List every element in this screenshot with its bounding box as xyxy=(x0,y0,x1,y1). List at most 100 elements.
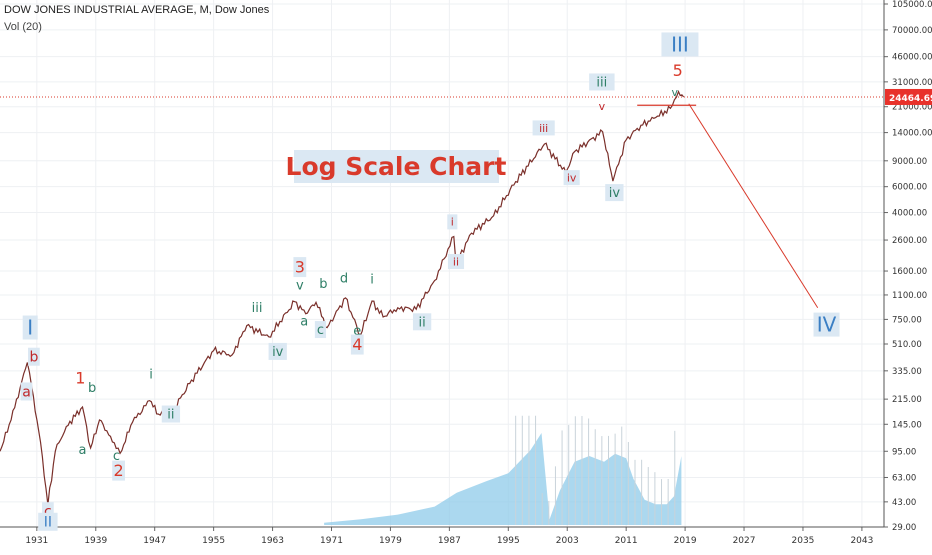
y-tick-label: 43.00 xyxy=(892,498,916,508)
wave-label: a xyxy=(300,314,308,329)
wave-label-text: iii xyxy=(596,76,607,91)
wave-label: ii xyxy=(412,313,432,330)
wave-label-text: b xyxy=(319,277,327,292)
y-tick-label: 21000.00 xyxy=(892,103,932,113)
x-tick-label: 1931 xyxy=(25,536,48,546)
x-tick-label: 2019 xyxy=(674,536,697,546)
x-tick-label: 1971 xyxy=(320,536,343,546)
wave-label: v xyxy=(296,278,304,293)
wave-label-bg xyxy=(813,312,840,337)
wave-label: iv xyxy=(268,342,287,360)
wave-label-text: c xyxy=(113,449,120,464)
wave-label-bg xyxy=(22,315,38,340)
wave-label-text: iii xyxy=(539,122,548,135)
wave-label-text: II xyxy=(44,515,52,531)
wave-label-text: ii xyxy=(418,315,425,330)
y-tick-label: 105000.00 xyxy=(892,0,932,10)
y-tick-label: 95.00 xyxy=(892,447,916,457)
wave-label: i xyxy=(370,272,374,287)
wave-label-bg xyxy=(350,334,364,355)
y-tick-label: 29.00 xyxy=(892,523,916,533)
wave-label: v xyxy=(672,86,679,99)
wave-label-text: b xyxy=(29,350,38,366)
wave-label: I xyxy=(22,315,38,340)
wave-label-text: i xyxy=(149,367,153,382)
volume-indicator-label[interactable]: Vol (20) xyxy=(4,21,42,33)
wave-label: i xyxy=(447,214,458,230)
last-price-badge-bg xyxy=(885,88,932,105)
wave-label-text: III xyxy=(671,32,689,56)
y-tick-label: 31000.00 xyxy=(892,78,932,88)
wave-label: a xyxy=(79,443,87,458)
wave-label-bg xyxy=(42,502,54,521)
symbol-title: DOW JONES INDUSTRIAL AVERAGE, M, Dow Jon… xyxy=(4,4,270,16)
y-tick-label: 145.00 xyxy=(892,420,922,430)
wave-label: iv xyxy=(605,184,624,202)
wave-label-bg xyxy=(293,257,307,278)
wave-label-bg xyxy=(661,32,699,57)
y-tick-label: 70000.00 xyxy=(892,26,932,36)
last-price-badge: 24464.69 xyxy=(885,88,932,105)
wave-label: e xyxy=(353,324,361,339)
wave-label: 2 xyxy=(112,460,126,481)
x-tick-label: 2035 xyxy=(792,536,815,546)
volume-area xyxy=(324,433,682,525)
wave-label-bg xyxy=(112,460,126,481)
wave-label-text: 4 xyxy=(352,335,362,354)
y-tick-label: 215.00 xyxy=(892,395,922,405)
wave-label: iii xyxy=(589,73,615,91)
wave-label: c xyxy=(314,321,327,338)
projection-line xyxy=(688,103,819,309)
wave-label: v xyxy=(599,100,606,113)
wave-label-bg xyxy=(28,347,40,366)
wave-label-bg xyxy=(605,184,624,202)
chart-title-bg xyxy=(294,150,499,183)
wave-label-text: I xyxy=(27,316,33,340)
wave-label-text: e xyxy=(353,324,361,339)
wave-label-text: ii xyxy=(167,408,174,423)
x-tick-label: 1979 xyxy=(379,536,402,546)
last-price-value: 24464.69 xyxy=(889,94,932,104)
y-tick-label: 9000.00 xyxy=(892,157,927,167)
wave-label-bg xyxy=(532,120,555,136)
wave-label-bg xyxy=(20,382,33,401)
x-tick-label: 2027 xyxy=(733,536,756,546)
wave-label: iv xyxy=(563,170,580,186)
wave-label-text: 5 xyxy=(673,61,683,80)
wave-label-text: iii xyxy=(252,301,263,316)
chart-title-group: Log Scale Chart xyxy=(286,150,507,183)
price-series-line xyxy=(0,90,685,505)
x-tick-label: 1939 xyxy=(84,536,107,546)
wave-label: ii xyxy=(447,254,465,270)
wave-label-bg xyxy=(563,170,580,186)
y-tick-label: 14000.00 xyxy=(892,129,932,139)
wave-label-text: b xyxy=(88,381,96,396)
x-tick-label: 2003 xyxy=(556,536,579,546)
wave-label: iii xyxy=(532,120,555,136)
y-tick-label: 750.00 xyxy=(892,315,922,325)
wave-label: c xyxy=(42,502,54,521)
y-tick-label: 510.00 xyxy=(892,340,922,350)
y-tick-label: 4000.00 xyxy=(892,209,927,219)
wave-label-text: 3 xyxy=(295,258,305,277)
wave-label: a xyxy=(20,382,33,401)
wave-label-text: IV xyxy=(817,313,837,337)
wave-label-text: c xyxy=(317,323,324,338)
y-tick-label: 46000.00 xyxy=(892,53,932,63)
x-tick-label: 1947 xyxy=(143,536,166,546)
wave-label: d xyxy=(340,272,348,287)
wave-label: III xyxy=(661,32,699,57)
x-tick-label: 1955 xyxy=(202,536,225,546)
wave-label-bg xyxy=(268,342,287,360)
y-tick-label: 6000.00 xyxy=(892,183,927,193)
wave-label: 3 xyxy=(293,257,307,278)
wave-label-text: a xyxy=(22,384,31,400)
wave-label: II xyxy=(38,512,58,531)
wave-label-text: iv xyxy=(272,345,284,360)
wave-label: b xyxy=(28,347,40,366)
y-tick-label: 2600.00 xyxy=(892,236,927,246)
wave-label-text: ii xyxy=(453,255,459,268)
wave-label: 5 xyxy=(673,61,683,80)
wave-label-text: a xyxy=(300,314,308,329)
wave-label-text: iv xyxy=(609,186,621,201)
